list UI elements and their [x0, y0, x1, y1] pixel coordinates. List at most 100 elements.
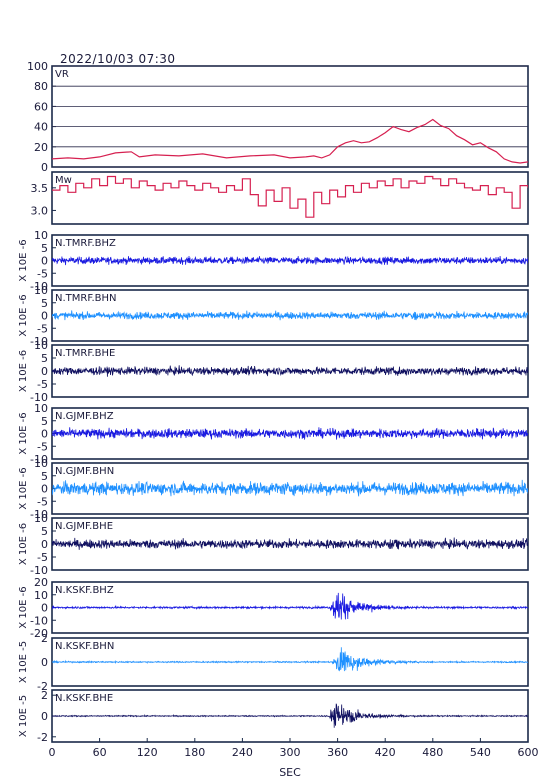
y-tick-label: 0 — [41, 538, 48, 551]
x-tick-label: 60 — [93, 746, 107, 759]
y-tick-label: 10 — [34, 229, 48, 242]
series-label: N.KSKF.BHN — [55, 641, 114, 652]
y-tick-label: 5 — [41, 242, 48, 255]
y-tick-label: 5 — [41, 415, 48, 428]
x-tick-label: 600 — [518, 746, 539, 759]
y-tick-label: 0 — [41, 483, 48, 496]
x-tick-label: 420 — [375, 746, 396, 759]
y-axis-unit-label: X 10E -6 — [18, 586, 29, 628]
y-tick-label: 5 — [41, 352, 48, 365]
panel-n-kskf-bhe: 2 0 -2 N.KSKF.BHE X 10E -5 — [18, 689, 529, 744]
series-label: N.KSKF.BHE — [55, 693, 113, 704]
y-tick-label: -20 — [30, 627, 48, 640]
y-tick-label: -5 — [37, 495, 48, 508]
series-line-n-tmrf-bhe — [52, 365, 528, 377]
y-tick-label: 10 — [34, 402, 48, 415]
y-tick-label: 3.0 — [31, 204, 49, 217]
x-tick-label: 480 — [422, 746, 443, 759]
x-tick-label: 540 — [470, 746, 491, 759]
panels: 100806040200VR3.53.0Mw1050-5-10N.TMRF.BH… — [18, 60, 529, 744]
y-tick-label: 5 — [41, 297, 48, 310]
y-tick-label: 60 — [34, 100, 48, 113]
y-tick-label: -5 — [37, 267, 48, 280]
series-label: N.TMRF.BHN — [55, 293, 117, 304]
panel-mw: 3.5 3.0 Mw — [31, 171, 529, 225]
y-tick-label: -10 — [30, 280, 48, 293]
series-line-n-kskf-bhn — [52, 647, 528, 672]
x-axis: 0 60 120 180 240 300 360 420 480 540 600 — [49, 738, 539, 759]
y-tick-label: 10 — [34, 339, 48, 352]
x-tick-label: 180 — [184, 746, 205, 759]
y-tick-label: -5 — [37, 551, 48, 564]
y-tick-label: -5 — [37, 322, 48, 335]
y-axis-unit-label: X 10E -6 — [18, 239, 29, 281]
y-tick-label: -10 — [30, 508, 48, 521]
y-tick-label: 3.5 — [31, 182, 49, 195]
y-tick-label: -10 — [30, 335, 48, 348]
series-label: VR — [55, 69, 69, 80]
y-tick-label: 20 — [34, 576, 48, 589]
y-tick-label: 2 — [41, 689, 48, 702]
y-axis-unit-label: X 10E -6 — [18, 412, 29, 454]
series-line-n-tmrf-bhn — [52, 310, 528, 321]
y-axis-unit-label: X 10E -6 — [18, 294, 29, 336]
y-tick-label: 10 — [34, 512, 48, 525]
x-tick-label: 0 — [49, 746, 56, 759]
y-tick-label: 0 — [41, 255, 48, 268]
y-tick-label: -2 — [37, 731, 48, 744]
panel-frame — [51, 171, 529, 225]
panel-vr: 100 80 60 40 20 0 VR — [27, 60, 529, 174]
y-tick-label: 0 — [41, 656, 48, 669]
y-tick-label: 5 — [41, 525, 48, 538]
series-line-n-gjmf-bhn — [52, 479, 528, 497]
series-label: N.TMRF.BHZ — [55, 238, 116, 249]
series-line-n-kskf-bhe — [52, 703, 528, 728]
x-tick-label: 360 — [327, 746, 348, 759]
y-tick-label: 0 — [41, 428, 48, 441]
series-line-vr — [52, 118, 528, 164]
x-tick-label: 300 — [280, 746, 301, 759]
y-tick-label: 0 — [41, 710, 48, 723]
series-label: N.GJMF.BHE — [55, 521, 113, 532]
y-tick-label: 80 — [34, 80, 48, 93]
series-line-n-tmrf-bhz — [52, 255, 528, 266]
x-tick-label: 120 — [137, 746, 158, 759]
series-label: N.GJMF.BHZ — [55, 411, 114, 422]
y-tick-label: 10 — [34, 589, 48, 602]
y-tick-label: 0 — [41, 161, 48, 174]
series-label: N.KSKF.BHZ — [55, 585, 114, 596]
x-axis-label: SEC — [279, 766, 301, 779]
y-tick-label: 10 — [34, 284, 48, 297]
y-tick-label: 2 — [41, 632, 48, 645]
y-tick-label: 0 — [41, 310, 48, 323]
y-axis-unit-label: X 10E -6 — [18, 523, 29, 565]
y-axis-unit-label: X 10E -5 — [18, 695, 29, 737]
y-tick-label: -10 — [30, 453, 48, 466]
y-axis-unit-label: X 10E -6 — [18, 350, 29, 392]
y-tick-label: 5 — [41, 470, 48, 483]
y-tick-label: 40 — [34, 121, 48, 134]
y-axis-unit-label: X 10E -6 — [18, 467, 29, 509]
x-tick-label: 240 — [232, 746, 253, 759]
y-tick-label: -2 — [37, 680, 48, 693]
series-line-n-gjmf-bhe — [52, 537, 528, 550]
y-tick-label: 10 — [34, 457, 48, 470]
y-tick-label: 0 — [41, 602, 48, 615]
series-line-mw — [52, 175, 528, 218]
series-line-n-kskf-bhz — [52, 592, 528, 620]
y-tick-label: -5 — [37, 440, 48, 453]
y-tick-label: 100 — [27, 60, 48, 73]
header-timestamp: 2022/10/03 07:30 — [60, 52, 176, 66]
series-label: N.GJMF.BHN — [55, 466, 114, 477]
panel-n-kskf-bhn: 2 0 -2 N.KSKF.BHN X 10E -5 — [18, 632, 529, 693]
series-label: N.TMRF.BHE — [55, 348, 115, 359]
y-tick-label: 20 — [34, 141, 48, 154]
y-tick-label: 0 — [41, 365, 48, 378]
